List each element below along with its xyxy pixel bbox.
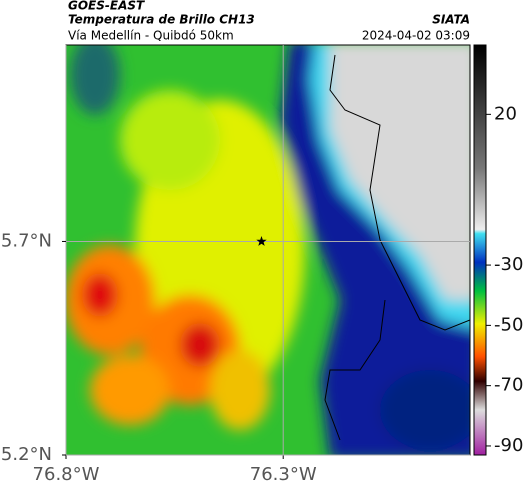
colorbar-tick-label: -90 bbox=[494, 435, 523, 456]
y-tick-label: 5.2°N bbox=[1, 444, 52, 465]
colorbar-tick-label: -50 bbox=[494, 314, 523, 335]
agency: SIATA bbox=[432, 13, 470, 27]
region: Vía Medellín - Quibdó 50km bbox=[68, 29, 234, 43]
colorbar-tick-label: 20 bbox=[494, 103, 517, 124]
colorbar bbox=[473, 44, 487, 456]
colorbar-tick-label: -30 bbox=[494, 254, 523, 275]
timestamp: 2024-04-02 03:09 bbox=[362, 29, 470, 43]
satellite: GOES-EAST bbox=[68, 0, 145, 13]
y-tick-label: 5.7°N bbox=[1, 230, 52, 251]
x-tick-label: 76.3°W bbox=[250, 464, 317, 485]
product: Temperatura de Brillo CH13 bbox=[68, 13, 255, 27]
location-marker bbox=[256, 236, 267, 246]
x-tick-label: 76.8°W bbox=[33, 464, 100, 485]
satellite-image bbox=[66, 45, 470, 455]
colorbar-tick-label: -70 bbox=[494, 375, 523, 396]
